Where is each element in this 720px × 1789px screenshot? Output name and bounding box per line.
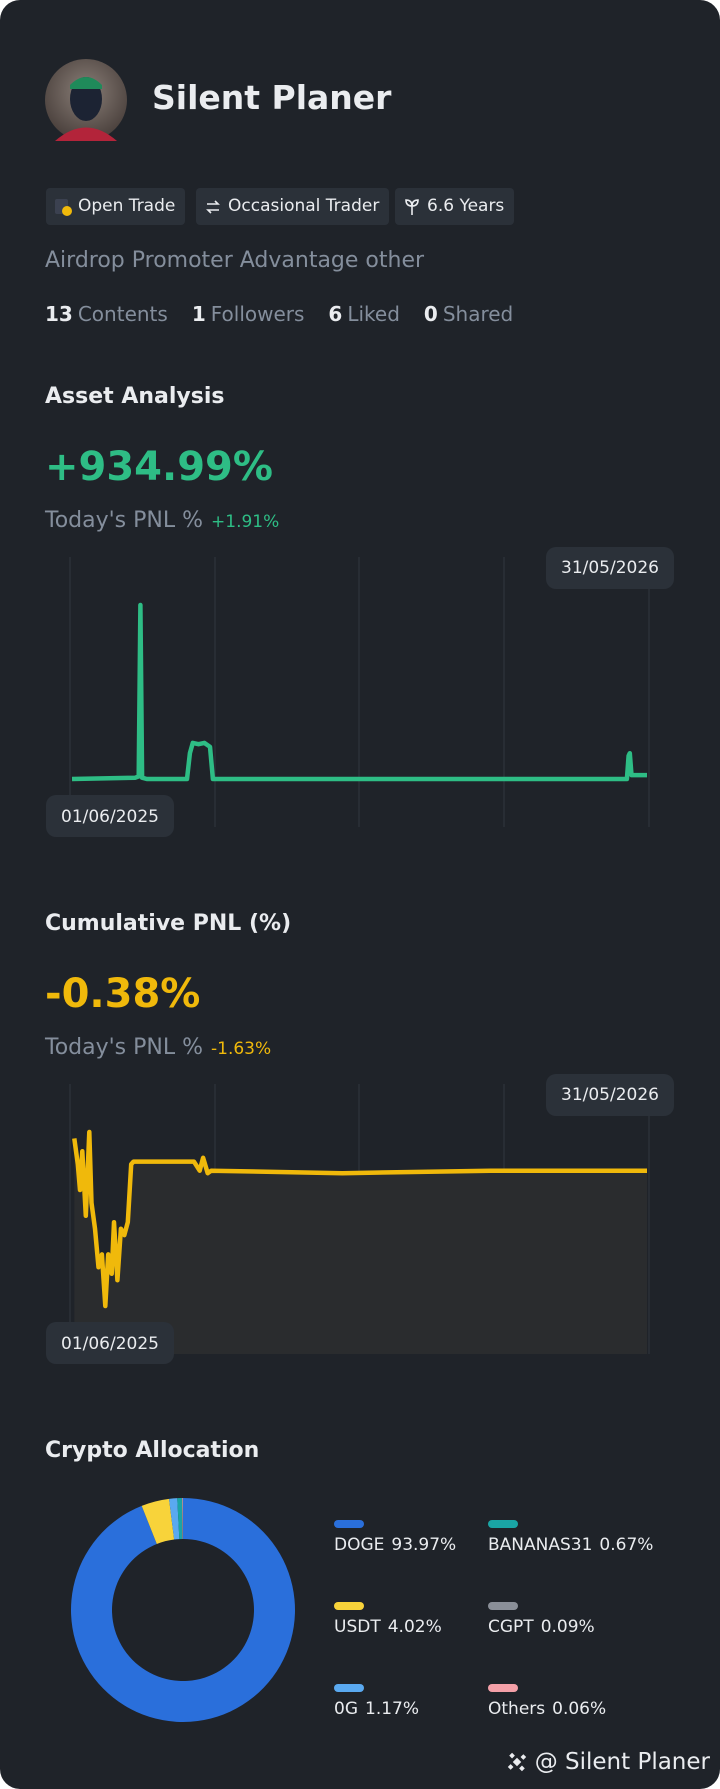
- legend-label: DOGE 93.97%: [334, 1535, 456, 1555]
- stat-count: 0: [423, 302, 438, 326]
- legend-label: CGPT 0.09%: [488, 1617, 595, 1637]
- stat: 13 Contents: [45, 302, 168, 326]
- subtitle: Today's PNL % -1.63%: [45, 1035, 271, 1060]
- legend-name: DOGE: [334, 1535, 384, 1555]
- legend-name: BANANAS31: [488, 1535, 592, 1555]
- stat: 0 Shared: [424, 302, 513, 326]
- badge: Occasional Trader: [196, 188, 390, 225]
- legend-label: USDT 4.02%: [334, 1617, 442, 1637]
- legend-value: 0.09%: [541, 1617, 595, 1637]
- subtitle-text: Today's PNL %: [45, 508, 204, 533]
- legend-value: 0.06%: [552, 1699, 606, 1719]
- badge-text: Open Trade: [78, 196, 176, 216]
- stat-count: 13: [45, 302, 73, 326]
- end-date: 31/05/2026: [561, 558, 659, 578]
- bio: Airdrop Promoter Advantage other: [45, 248, 425, 273]
- legend-value: 93.97%: [391, 1535, 456, 1555]
- legend-value: 0.67%: [599, 1535, 653, 1555]
- legend-swatch: [334, 1602, 364, 1610]
- line-chart: 31/05/2026 01/06/2025: [46, 1074, 674, 1364]
- badge-text: Occasional Trader: [228, 196, 380, 216]
- today-change: -1.63%: [211, 1039, 272, 1059]
- stat-label: Contents: [77, 302, 168, 326]
- legend-label: BANANAS31 0.67%: [488, 1535, 653, 1555]
- footer-text: @ Silent Planer: [534, 1749, 710, 1775]
- badge-icon: [405, 198, 419, 215]
- end-date: 31/05/2026: [561, 1085, 659, 1105]
- badge-text: 6.6 Years: [427, 196, 505, 216]
- donut-slice: [141, 1498, 175, 1545]
- badge: 6.6 Years: [395, 188, 515, 225]
- legend-label: 0G 1.17%: [334, 1699, 419, 1719]
- section-title: Crypto Allocation: [45, 1438, 260, 1463]
- subtitle: Today's PNL % +1.91%: [45, 508, 279, 533]
- legend-name: USDT: [334, 1617, 381, 1637]
- subtitle-text: Today's PNL %: [45, 1035, 204, 1060]
- legend-name: CGPT: [488, 1617, 534, 1637]
- date-box: [546, 547, 674, 589]
- legend-value: 4.02%: [388, 1617, 442, 1637]
- donut-slice: [71, 1498, 295, 1722]
- legend-swatch: [334, 1684, 364, 1692]
- logo: [507, 1752, 526, 1772]
- donut-slice: [169, 1498, 180, 1540]
- stat: 6 Liked: [328, 302, 400, 326]
- today-change: +1.91%: [211, 512, 280, 532]
- donut-slice: [181, 1498, 183, 1540]
- legend-name: Others: [488, 1699, 545, 1719]
- legend-swatch: [334, 1520, 364, 1528]
- badge: Open Trade: [46, 188, 186, 225]
- legend-swatch: [488, 1520, 518, 1528]
- date-box: [546, 1074, 674, 1116]
- stat: 1 Followers: [192, 302, 305, 326]
- profile-name: Silent Planer: [152, 78, 392, 117]
- stat-label: Shared: [442, 302, 514, 326]
- legend-swatch: [488, 1684, 518, 1692]
- headline-value: -0.38%: [45, 971, 201, 1017]
- legend-value: 1.17%: [365, 1699, 419, 1719]
- stats: 13 Contents 1 Followers 6 Liked 0 Shared: [45, 302, 513, 326]
- headline-value: +934.99%: [45, 444, 273, 490]
- legend-name: 0G: [334, 1699, 358, 1719]
- stat-count: 1: [191, 302, 206, 326]
- legend-label: Others 0.06%: [488, 1699, 606, 1719]
- donut-slice: [177, 1498, 183, 1540]
- stat-count: 6: [328, 302, 343, 326]
- line: [71, 602, 647, 782]
- start-date: 01/06/2025: [61, 807, 159, 827]
- section-title: Asset Analysis: [45, 384, 225, 409]
- legend-swatch: [488, 1602, 518, 1610]
- start-date: 01/06/2025: [61, 1334, 159, 1354]
- section-title: Cumulative PNL (%): [45, 911, 292, 936]
- stat-label: Liked: [347, 302, 400, 326]
- badge-icon: [55, 198, 72, 216]
- area: [74, 1132, 648, 1354]
- stat-label: Followers: [210, 302, 305, 326]
- date-box: [46, 1322, 174, 1364]
- badge-icon: [206, 199, 220, 214]
- line: [72, 1129, 647, 1309]
- avatar[interactable]: [45, 59, 127, 141]
- footer: @ Silent Planer: [505, 1749, 710, 1775]
- line-chart: 31/05/2026 01/06/2025: [46, 547, 674, 837]
- date-box: [46, 795, 174, 837]
- donut-chart: DOGE 93.97% USDT 4.02% 0G 1.17% BANANAS31 0.67%…: [71, 1498, 653, 1722]
